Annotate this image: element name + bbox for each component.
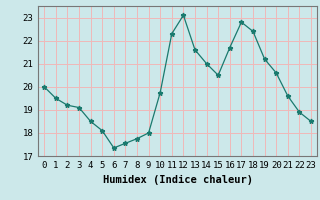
X-axis label: Humidex (Indice chaleur): Humidex (Indice chaleur) (103, 175, 252, 185)
